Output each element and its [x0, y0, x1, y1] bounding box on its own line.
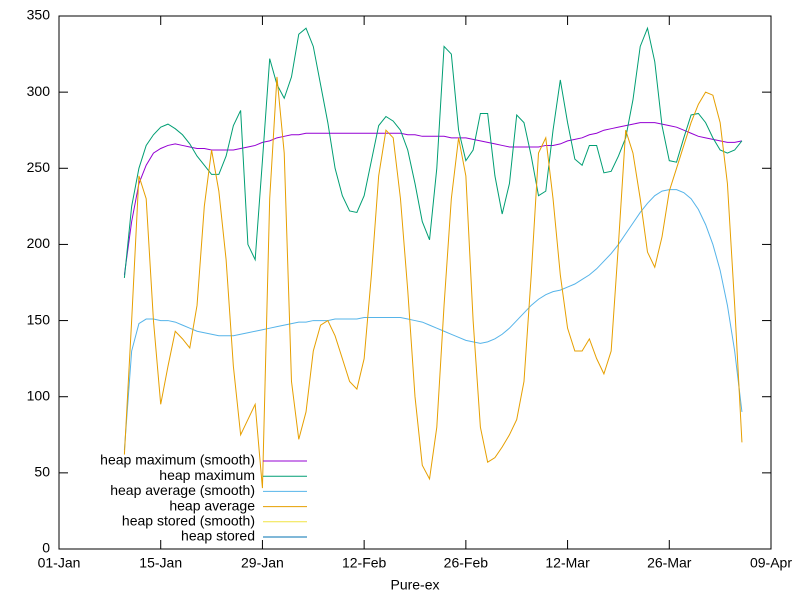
x-tick-label: 26-Mar — [647, 555, 692, 571]
y-tick-label: 250 — [27, 159, 51, 175]
legend-label: heap maximum (smooth) — [100, 452, 255, 468]
y-tick-label: 100 — [27, 387, 51, 403]
x-tick-label: 12-Feb — [342, 555, 387, 571]
y-tick-label: 150 — [27, 311, 51, 327]
x-axis-label: Pure-ex — [390, 577, 439, 593]
legend-label: heap stored — [181, 528, 255, 544]
y-tick-label: 50 — [34, 464, 50, 480]
x-tick-label: 29-Jan — [241, 555, 284, 571]
series-line — [123, 76, 743, 489]
legend-label: heap maximum — [159, 467, 255, 483]
plot-frame — [58, 15, 772, 550]
y-tick-label: 350 — [27, 7, 51, 23]
x-tick-label: 26-Feb — [444, 555, 489, 571]
y-tick-label: 300 — [27, 83, 51, 99]
legend-label: heap stored (smooth) — [122, 513, 255, 529]
x-tick-label: 12-Mar — [545, 555, 590, 571]
x-tick-label: 15-Jan — [139, 555, 182, 571]
x-tick-label: 09-Apr — [750, 555, 792, 571]
series-line — [123, 189, 743, 451]
x-tick-label: 01-Jan — [38, 555, 81, 571]
y-tick-label: 200 — [27, 235, 51, 251]
series-line — [123, 26, 743, 278]
legend-label: heap average — [169, 497, 255, 513]
y-tick-label: 0 — [42, 540, 50, 556]
legend-label: heap average (smooth) — [110, 482, 255, 498]
